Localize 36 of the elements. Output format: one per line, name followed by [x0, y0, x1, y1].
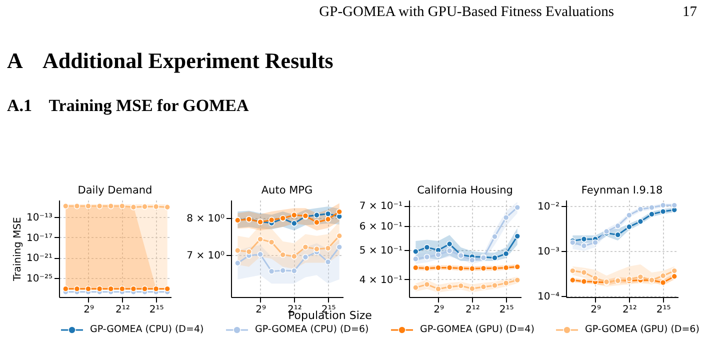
x-tick-label: 2⁹: [590, 304, 601, 316]
y-tick-label: 10⁻¹³: [26, 212, 52, 224]
y-tick-label: 10⁻¹⁷: [26, 232, 52, 244]
legend-label: GP-GOMEA (GPU) (D=4): [420, 324, 534, 335]
chart-title: Feynman I.9.18: [581, 184, 663, 196]
chart-title: California Housing: [417, 184, 513, 196]
y-tick-label: 10⁻⁴: [537, 291, 560, 302]
x-tick-label: 2⁹: [256, 304, 266, 316]
text: A.1 Training MSE for GOMEA: [7, 96, 249, 116]
text: 17: [682, 4, 697, 21]
y-tick-label: 10⁻³: [537, 246, 560, 258]
y-tick-label: 10⁻²¹: [26, 253, 52, 264]
y-tick-label: 7 × 10⁻¹: [359, 201, 402, 212]
x-tick-label: 2⁹: [434, 304, 444, 316]
y-tick-label: 5 × 10⁻¹: [359, 245, 402, 256]
legend-label: GP-GOMEA (CPU) (D=6): [255, 324, 369, 335]
x-tick-label: 2¹²: [622, 304, 637, 316]
y-tick-label: 10⁻²⁵: [26, 274, 52, 285]
chart-title: Auto MPG: [261, 184, 313, 196]
x-tick-label: 2¹²: [465, 304, 480, 316]
chart-title: Daily Demand: [78, 184, 152, 196]
legend-label: GP-GOMEA (GPU) (D=6): [585, 324, 700, 335]
x-tick-label: 2¹⁵: [149, 304, 164, 316]
y-tick-label: 8 × 10⁰: [186, 214, 224, 225]
text: A Additional Experiment Results: [7, 48, 334, 74]
y-tick-label: 7 × 10⁰: [186, 250, 224, 262]
y-tick-label: 10⁻²: [537, 201, 560, 212]
x-tick-label: 2¹⁵: [499, 304, 514, 316]
y-axis-title: Training MSE: [12, 217, 24, 282]
x-tick-label: 2¹²: [115, 304, 130, 316]
x-tick-label: 2¹⁵: [656, 304, 671, 316]
y-tick-label: 6 × 10⁻¹: [359, 221, 402, 232]
legend-label: GP-GOMEA (CPU) (D=4): [90, 324, 204, 335]
y-tick-label: 4 × 10⁻¹: [359, 274, 402, 286]
text: GP-GOMEA with GPU-Based Fitness Evaluations: [319, 4, 614, 21]
x-tick-label: 2⁹: [84, 304, 94, 316]
